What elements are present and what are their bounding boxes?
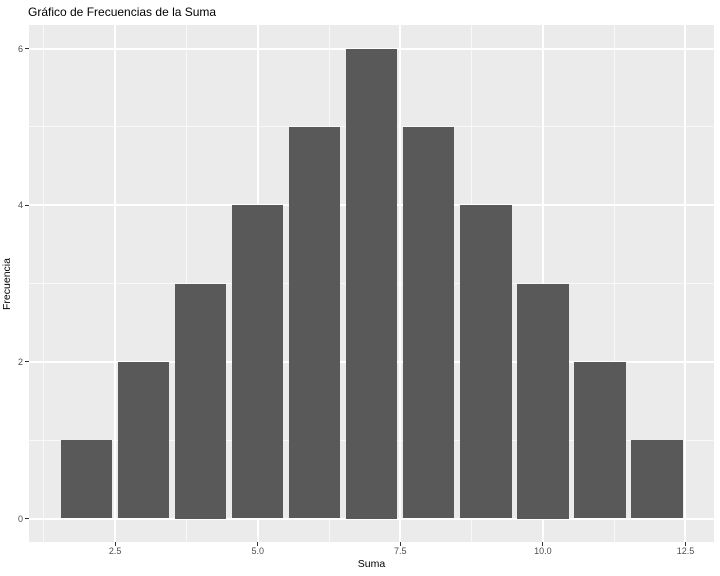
- y-tick-mark: [25, 48, 29, 49]
- y-tick-label: 2: [17, 356, 23, 367]
- y-tick-label: 6: [17, 43, 23, 54]
- x-tick-label: 2.5: [108, 546, 122, 556]
- x-tick-label: 5.0: [251, 546, 264, 556]
- y-axis-title: Frecuencia: [1, 258, 13, 310]
- y-tick-label: 0: [17, 513, 23, 524]
- gridline-major-x: [684, 25, 687, 542]
- x-tick-label: 10.0: [534, 546, 552, 556]
- bar: [574, 361, 626, 519]
- x-tick-mark: [399, 542, 401, 546]
- y-tick-label: 4: [17, 200, 23, 211]
- x-tick-mark: [114, 542, 116, 546]
- bar: [117, 361, 170, 519]
- x-tick-label: 7.5: [394, 546, 407, 556]
- x-tick-mark: [542, 542, 544, 546]
- x-tick-mark: [257, 542, 259, 546]
- bar: [232, 205, 284, 519]
- gridline-major-y: [29, 517, 714, 520]
- bar: [346, 48, 398, 519]
- bar: [60, 440, 113, 519]
- bar: [403, 126, 455, 519]
- y-tick-mark: [25, 518, 29, 519]
- bar: [175, 283, 227, 519]
- bar: [631, 440, 683, 519]
- y-tick-mark: [25, 361, 29, 363]
- y-tick-mark: [25, 204, 29, 206]
- bar: [517, 283, 569, 519]
- x-axis-title: Suma: [357, 558, 386, 570]
- x-tick-mark: [684, 542, 686, 546]
- gridline-major-x: [399, 25, 402, 542]
- gridline-major-x: [114, 25, 117, 542]
- chart-title: Gráfico de Frecuencias de la Suma: [28, 5, 217, 19]
- plot-panel: [29, 25, 714, 542]
- bar: [460, 205, 512, 519]
- x-tick-label: 12.5: [676, 546, 695, 556]
- bar: [289, 126, 341, 519]
